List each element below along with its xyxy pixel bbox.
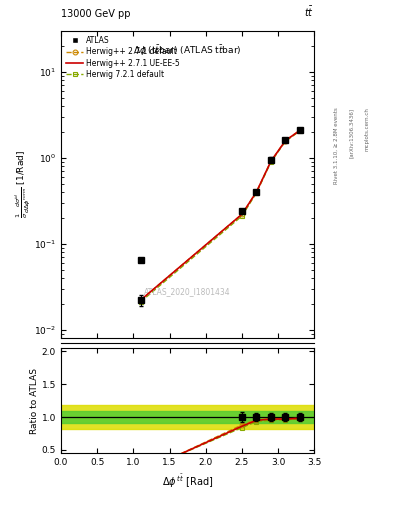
Y-axis label: $\frac{1}{\sigma}\frac{d\sigma^{id}}{d\Delta\phi^{norm}}$ [1/Rad]: $\frac{1}{\sigma}\frac{d\sigma^{id}}{d\D…	[14, 150, 32, 219]
Bar	[61, 411, 314, 423]
Text: Rivet 3.1.10, ≥ 2.8M events: Rivet 3.1.10, ≥ 2.8M events	[334, 108, 338, 184]
Text: ATLAS_2020_I1801434: ATLAS_2020_I1801434	[144, 287, 231, 296]
Y-axis label: Ratio to ATLAS: Ratio to ATLAS	[30, 368, 39, 434]
X-axis label: $\Delta\phi^{\,t\bar{t}}$ [Rad]: $\Delta\phi^{\,t\bar{t}}$ [Rad]	[162, 473, 213, 490]
Text: $t\bar{t}$: $t\bar{t}$	[305, 6, 314, 19]
Legend: ATLAS, Herwig++ 2.7.1 default, Herwig++ 2.7.1 UE-EE-5, Herwig 7.2.1 default: ATLAS, Herwig++ 2.7.1 default, Herwig++ …	[63, 33, 183, 82]
Text: 13000 GeV pp: 13000 GeV pp	[61, 9, 130, 19]
Text: [arXiv:1306.3436]: [arXiv:1306.3436]	[349, 108, 354, 158]
Bar	[61, 405, 314, 429]
Text: mcplots.cern.ch: mcplots.cern.ch	[365, 108, 370, 152]
Text: $\Delta\phi$ (t$\bar{t}$bar) (ATLAS t$\bar{t}$bar): $\Delta\phi$ (t$\bar{t}$bar) (ATLAS t$\b…	[134, 43, 242, 58]
